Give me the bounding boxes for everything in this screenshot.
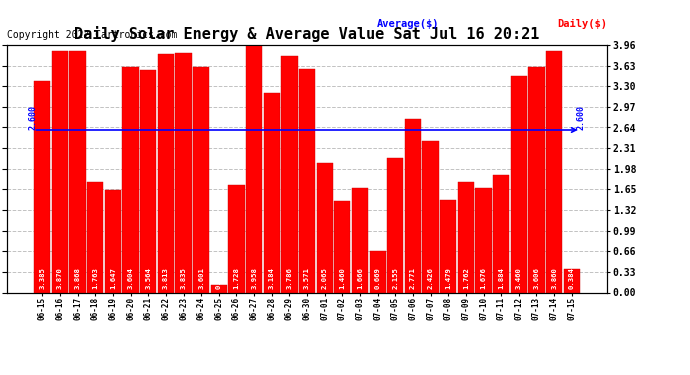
Bar (228, 184, 244, 292)
Text: 2.600: 2.600 (576, 105, 585, 130)
Text: 3.958: 3.958 (251, 267, 257, 290)
Text: 3.813: 3.813 (163, 267, 169, 290)
Text: 1.460: 1.460 (339, 267, 346, 290)
Text: 2.065: 2.065 (322, 267, 328, 290)
Bar (175, 53, 192, 292)
Bar (405, 119, 421, 292)
Text: 0.669: 0.669 (375, 267, 381, 290)
Bar (493, 175, 509, 292)
Bar (422, 141, 439, 292)
Bar (511, 76, 527, 292)
Bar (282, 56, 297, 292)
Bar (158, 54, 174, 292)
Bar (564, 268, 580, 292)
Bar (193, 68, 209, 292)
Bar (546, 51, 562, 292)
Text: 1.763: 1.763 (92, 267, 98, 290)
Text: 2.771: 2.771 (410, 267, 416, 290)
Text: 3.860: 3.860 (551, 267, 557, 290)
Text: 3.606: 3.606 (533, 267, 540, 290)
Text: 1.479: 1.479 (445, 267, 451, 290)
Text: 1.884: 1.884 (498, 267, 504, 290)
Bar (52, 51, 68, 292)
Text: 3.835: 3.835 (181, 267, 186, 290)
Bar (87, 182, 104, 292)
Bar (370, 251, 386, 292)
Text: 2.426: 2.426 (428, 267, 433, 290)
Text: 3.604: 3.604 (128, 267, 134, 290)
Bar (210, 285, 227, 292)
Text: Average($): Average($) (377, 19, 439, 29)
Bar (440, 200, 456, 292)
Text: 0.114: 0.114 (216, 267, 221, 290)
Bar (140, 70, 157, 292)
Bar (34, 81, 50, 292)
Text: 1.666: 1.666 (357, 267, 363, 290)
Text: 1.762: 1.762 (463, 267, 469, 290)
Text: 1.728: 1.728 (233, 267, 239, 290)
Bar (105, 190, 121, 292)
Title: Daily Solar Energy & Average Value Sat Jul 16 20:21: Daily Solar Energy & Average Value Sat J… (75, 27, 540, 42)
Text: 2.155: 2.155 (393, 267, 398, 290)
Bar (352, 188, 368, 292)
Text: 3.460: 3.460 (516, 267, 522, 290)
Text: 3.868: 3.868 (75, 267, 81, 290)
Text: 3.571: 3.571 (304, 267, 310, 290)
Text: 0.384: 0.384 (569, 267, 575, 290)
Bar (387, 158, 404, 292)
Bar (122, 67, 139, 292)
Text: 3.601: 3.601 (198, 267, 204, 290)
Bar (334, 201, 351, 292)
Text: 3.385: 3.385 (39, 267, 46, 290)
Bar (299, 69, 315, 292)
Bar (317, 164, 333, 292)
Text: 1.647: 1.647 (110, 267, 116, 290)
Text: 3.564: 3.564 (145, 267, 151, 290)
Text: 3.184: 3.184 (268, 267, 275, 290)
Bar (529, 67, 544, 292)
Text: 1.676: 1.676 (480, 267, 486, 290)
Bar (70, 51, 86, 292)
Text: 2.600: 2.600 (29, 105, 38, 130)
Bar (264, 93, 280, 292)
Text: 3.870: 3.870 (57, 267, 63, 290)
Text: Copyright 2022 Cartronics.com: Copyright 2022 Cartronics.com (7, 30, 177, 40)
Text: 3.786: 3.786 (286, 267, 293, 290)
Text: Daily($): Daily($) (558, 19, 607, 29)
Bar (246, 45, 262, 292)
Bar (475, 188, 492, 292)
Bar (457, 182, 474, 292)
